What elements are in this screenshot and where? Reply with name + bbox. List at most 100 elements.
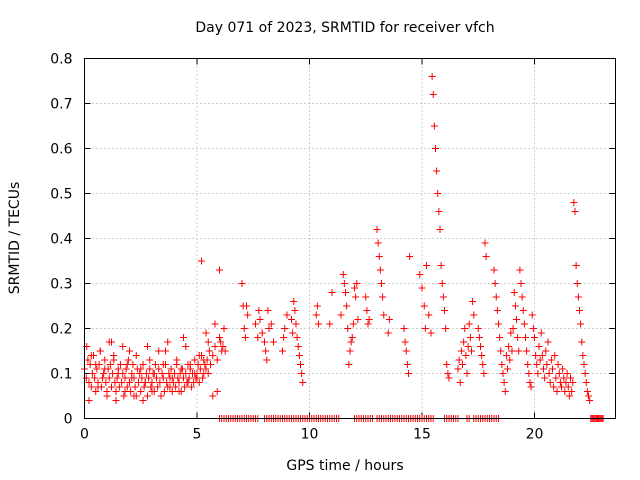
data-point	[283, 311, 291, 319]
data-point	[118, 379, 126, 386]
data-point	[139, 397, 147, 404]
data-point	[315, 320, 322, 328]
data-point	[482, 253, 490, 260]
data-point	[90, 352, 97, 359]
data-point	[538, 352, 546, 359]
data-point	[258, 329, 266, 337]
data-point	[562, 379, 570, 386]
data-point	[270, 338, 277, 346]
data-point	[480, 370, 488, 377]
data-point	[481, 239, 489, 247]
data-point	[154, 383, 162, 391]
data-point	[580, 361, 588, 368]
data-point	[244, 311, 252, 319]
data-point	[420, 302, 428, 310]
data-point	[435, 208, 443, 215]
y-tick-label: 0.2	[50, 322, 72, 338]
data-point	[213, 356, 221, 364]
data-point	[102, 379, 110, 386]
data-point	[256, 316, 264, 323]
data-point	[456, 379, 464, 386]
data-point	[195, 379, 203, 386]
data-point	[493, 307, 501, 314]
data-point	[209, 392, 217, 400]
data-point	[518, 293, 526, 301]
data-point	[187, 383, 195, 391]
data-point	[349, 320, 357, 328]
data-point	[520, 320, 528, 328]
data-point	[204, 338, 212, 346]
data-point	[375, 253, 383, 260]
data-point	[168, 388, 176, 395]
data-point	[265, 325, 273, 332]
data-point	[164, 338, 172, 346]
data-point	[114, 370, 122, 377]
data-point	[241, 334, 249, 341]
data-point	[181, 383, 189, 391]
data-point	[380, 311, 388, 319]
data-point	[99, 374, 106, 382]
data-point	[281, 325, 289, 332]
data-point	[298, 370, 306, 377]
data-point	[499, 370, 507, 377]
data-point	[313, 302, 321, 310]
data-point	[442, 325, 450, 332]
data-point	[378, 280, 385, 287]
data-point	[254, 334, 262, 341]
data-point	[491, 280, 499, 287]
data-point	[569, 379, 577, 386]
data-point	[515, 347, 523, 355]
data-point	[92, 361, 100, 368]
data-point	[105, 374, 113, 382]
data-point	[582, 379, 590, 386]
data-point	[292, 320, 300, 328]
data-point	[549, 365, 556, 373]
data-point	[365, 316, 373, 323]
data-point	[141, 379, 149, 386]
y-axis-label: SRMTID / TECUs	[7, 182, 23, 295]
data-point	[533, 361, 541, 368]
data-point	[432, 145, 439, 152]
data-point	[500, 379, 508, 386]
data-point	[326, 320, 334, 328]
data-point	[328, 289, 336, 296]
data-point	[216, 266, 223, 274]
data-point	[429, 91, 437, 98]
data-point	[132, 352, 140, 359]
data-point	[573, 280, 581, 287]
data-point	[185, 374, 193, 382]
data-point	[117, 361, 124, 368]
data-point	[112, 397, 120, 404]
data-point	[209, 352, 217, 359]
data-point	[507, 329, 515, 337]
data-point	[563, 370, 571, 377]
data-point	[498, 361, 506, 368]
data-point	[379, 293, 387, 301]
data-point	[216, 334, 223, 341]
data-point	[294, 343, 302, 350]
data-point	[299, 379, 307, 386]
data-point	[163, 379, 171, 386]
data-point	[478, 352, 486, 359]
data-point	[145, 374, 153, 382]
data-point	[138, 374, 146, 382]
data-point	[579, 352, 587, 359]
y-tick-label: 0.5	[50, 187, 72, 203]
x-tick-label: 20	[526, 427, 544, 443]
x-tick-label: 0	[80, 427, 89, 443]
y-tick-label: 0.6	[50, 142, 72, 158]
data-point	[545, 370, 553, 377]
data-point	[541, 374, 549, 382]
data-point	[433, 167, 441, 175]
data-point	[362, 293, 370, 301]
data-point	[108, 383, 115, 391]
data-point	[191, 370, 199, 377]
data-point	[364, 320, 372, 328]
data-point	[151, 361, 159, 368]
data-point	[514, 334, 522, 341]
data-point	[211, 343, 219, 350]
x-tick-label: 10	[301, 427, 319, 443]
data-point	[200, 356, 208, 364]
data-point	[148, 379, 156, 386]
data-point	[243, 302, 250, 310]
